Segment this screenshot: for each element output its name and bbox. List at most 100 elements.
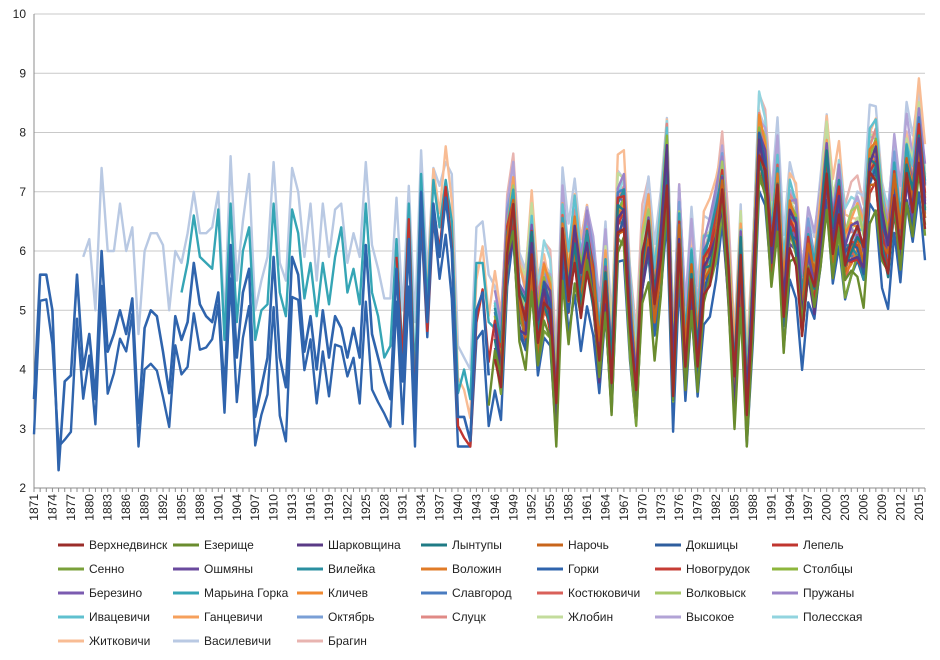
x-tick-label: 1949 (506, 494, 520, 521)
legend-label: Езерище (204, 538, 254, 552)
x-tick-label: 1979 (691, 494, 705, 521)
legend-item: Ганцевичи (173, 610, 263, 624)
legend-label: Славгород (452, 586, 512, 600)
x-tick-label: 1955 (543, 494, 557, 521)
legend-label: Слуцк (452, 610, 487, 624)
x-tick-label: 1943 (469, 494, 483, 521)
legend-item: Брагин (297, 634, 367, 648)
x-tick-label: 1991 (764, 494, 778, 521)
legend-label: Докшицы (686, 538, 738, 552)
x-tick-label: 1982 (709, 494, 723, 521)
x-tick-label: 1913 (285, 494, 299, 521)
legend-item: Костюковичи (537, 586, 640, 600)
legend-label: Кличев (328, 586, 368, 600)
x-tick-label: 1946 (488, 494, 502, 521)
legend-label: Высокое (686, 610, 734, 624)
x-tick-label: 1904 (230, 494, 244, 521)
x-tick-label: 1874 (45, 494, 59, 521)
legend-label: Столбцы (803, 562, 853, 576)
legend-item: Кличев (297, 586, 368, 600)
legend-item: Горки (537, 562, 599, 576)
x-tick-label: 1985 (728, 494, 742, 521)
x-tick-label: 1922 (340, 494, 354, 521)
legend-label: Шарковщина (328, 538, 401, 552)
x-tick-label: 1994 (783, 494, 797, 521)
y-tick-label: 3 (19, 422, 26, 436)
legend-item: Столбцы (772, 562, 853, 576)
y-tick-label: 6 (19, 244, 26, 258)
x-tick-label: 1958 (562, 494, 576, 521)
legend-item: Славгород (421, 586, 512, 600)
y-tick-label: 4 (19, 363, 26, 377)
legend-item: Ошмяны (173, 562, 253, 576)
legend-item: Пружаны (772, 586, 854, 600)
legend-label: Сенно (89, 562, 125, 576)
x-tick-label: 1970 (635, 494, 649, 521)
legend-item: Высокое (655, 610, 734, 624)
x-tick-label: 1916 (304, 494, 318, 521)
legend-item: Вилейка (297, 562, 376, 576)
y-tick-label: 5 (19, 303, 26, 317)
legend-item: Нарочь (537, 538, 609, 552)
legend-item: Езерище (173, 538, 254, 552)
y-tick-label: 9 (19, 66, 26, 80)
x-tick-label: 1967 (617, 494, 631, 521)
legend-item: Шарковщина (297, 538, 401, 552)
legend-label: Полесская (803, 610, 862, 624)
legend-label: Василевичи (204, 634, 271, 648)
legend-item: Полесская (772, 610, 862, 624)
x-tick-label: 1976 (672, 494, 686, 521)
x-axis: 1871 1874 1877 1880 1883 1886 1889 1892 1895 1898… (27, 487, 926, 521)
x-tick-label: 1898 (193, 494, 207, 521)
x-tick-label: 1907 (248, 494, 262, 521)
x-tick-label: 1892 (156, 494, 170, 521)
legend-label: Лепель (803, 538, 844, 552)
legend-label: Березино (89, 586, 142, 600)
x-tick-label: 1880 (82, 494, 96, 521)
x-tick-label: 1877 (64, 494, 78, 521)
legend-label: Новогрудок (686, 562, 750, 576)
x-tick-label: 2009 (875, 494, 889, 521)
x-tick-label: 2000 (820, 494, 834, 521)
plot-series (32, 77, 927, 472)
x-tick-label: 1901 (211, 494, 225, 521)
y-axis: 2 3 4 5 6 7 8 9 10 (13, 7, 35, 495)
legend-item: Докшицы (655, 538, 738, 552)
x-tick-label: 1928 (377, 494, 391, 521)
legend-item: Березино (58, 586, 142, 600)
x-tick-label: 1961 (580, 494, 594, 521)
x-tick-label: 1910 (267, 494, 281, 521)
legend-item: Житковичи (58, 634, 150, 648)
legend-label: Нарочь (568, 538, 609, 552)
x-tick-label: 1940 (451, 494, 465, 521)
x-tick-label: 2003 (838, 494, 852, 521)
legend-label: Пружаны (803, 586, 854, 600)
x-tick-label: 1934 (414, 494, 428, 521)
x-tick-label: 2012 (893, 494, 907, 521)
legend-item: Слуцк (421, 610, 487, 624)
x-tick-label: 2006 (857, 494, 871, 521)
legend-label: Верхнедвинск (89, 538, 168, 552)
legend-item: Лепель (772, 538, 844, 552)
series-line-1 (493, 154, 927, 417)
x-tick-label: 1952 (525, 494, 539, 521)
x-tick-label: 2015 (912, 494, 926, 521)
legend-label: Горки (568, 562, 599, 576)
x-tick-label: 1871 (27, 494, 41, 521)
y-tick-label: 2 (19, 481, 26, 495)
legend-item: Василевичи (173, 634, 271, 648)
legend-item: Новогрудок (655, 562, 750, 576)
legend-label: Жлобин (568, 610, 613, 624)
x-tick-label: 1886 (119, 494, 133, 521)
legend-label: Октябрь (328, 610, 375, 624)
legend-label: Вилейка (328, 562, 376, 576)
x-tick-label: 1895 (174, 494, 188, 521)
legend: Верхнедвинск Езерище Шарковщина Лынтупы Наро… (58, 538, 862, 648)
legend-label: Житковичи (89, 634, 150, 648)
x-tick-label: 1931 (396, 494, 410, 521)
legend-label: Воложин (452, 562, 501, 576)
x-tick-label: 1937 (433, 494, 447, 521)
y-tick-label: 10 (13, 7, 27, 21)
legend-item: Октябрь (297, 610, 375, 624)
